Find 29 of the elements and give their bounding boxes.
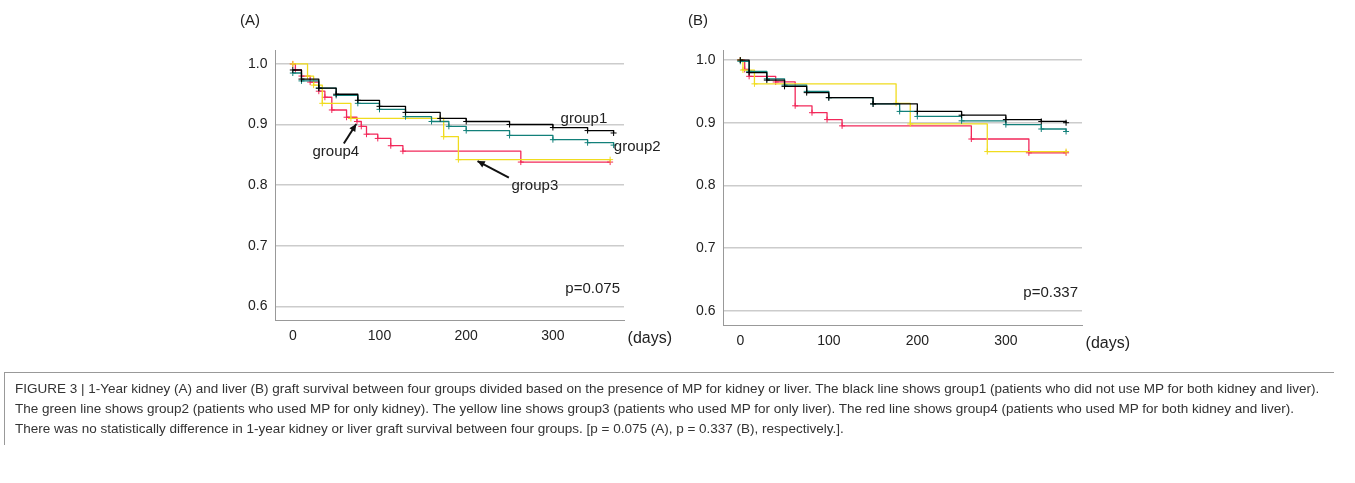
y-tick-label: 1.0: [247, 54, 268, 71]
annotation: p=0.075: [565, 278, 620, 296]
x-tick-label: 200: [905, 332, 930, 349]
annotation: group4: [312, 141, 360, 159]
y-tick-label: 0.9: [695, 113, 716, 130]
y-tick-label: 0.8: [247, 175, 268, 192]
caption: FIGURE 3 | 1-Year kidney (A) and liver (B) graft survival between four groups divided based on the presence of MP for kidney or liver. The black line shows group1 (patients who did not use MP for both kidney and liver). The green line shows group2 (patients who used MP for only kidney). The yellow line shows group3 (patients who used MP for only liver). The red line shows group4 (patients who used MP for both kidney and liver). There was no statistically difference in 1-year kidney or liver graft survival between four groups. [p = 0.075 (A), p = 0.337 (B), respectively.].: [4, 372, 1334, 445]
x-tick-label: 300: [541, 327, 565, 344]
x-tick-label: 100: [367, 327, 392, 344]
x-tick-label: 0: [736, 332, 745, 349]
x-axis-title: (days): [627, 328, 672, 346]
y-tick-label: 0.6: [695, 301, 716, 318]
y-tick-label: 0.9: [247, 115, 268, 132]
y-tick-label: 0.7: [695, 238, 716, 255]
annotation: group2: [613, 137, 661, 155]
x-tick-label: 300: [994, 332, 1018, 349]
y-tick-label: 0.6: [247, 297, 268, 314]
x-tick-label: 200: [454, 327, 479, 344]
y-tick-label: 0.8: [695, 176, 716, 193]
chart-title: (B): [688, 11, 708, 29]
annotation: group3: [511, 175, 559, 193]
annotation: group1: [560, 109, 608, 127]
chart-title: (A): [240, 11, 260, 29]
y-tick-label: 0.7: [247, 236, 268, 253]
x-tick-label: 0: [288, 327, 297, 344]
x-axis-title: (days): [1085, 333, 1130, 351]
y-tick-label: 1.0: [695, 50, 716, 67]
annotation: p=0.337: [1023, 283, 1078, 301]
x-tick-label: 100: [817, 332, 841, 349]
